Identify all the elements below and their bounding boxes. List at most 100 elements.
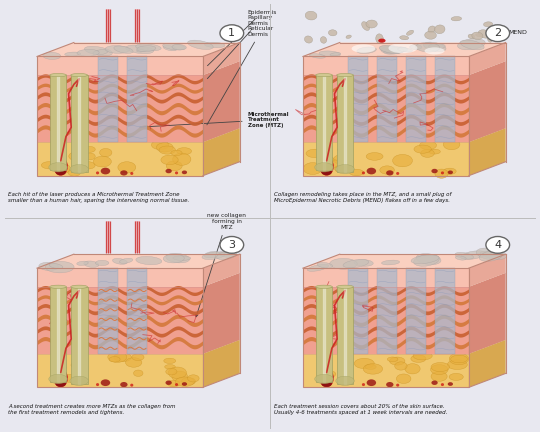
Polygon shape	[469, 254, 505, 287]
Polygon shape	[37, 61, 240, 75]
Polygon shape	[71, 75, 87, 172]
Polygon shape	[37, 268, 203, 287]
Ellipse shape	[323, 371, 336, 378]
Ellipse shape	[71, 73, 87, 77]
Polygon shape	[50, 75, 66, 170]
Ellipse shape	[315, 285, 333, 289]
Ellipse shape	[309, 54, 326, 58]
Polygon shape	[203, 128, 240, 176]
Ellipse shape	[328, 30, 337, 36]
Ellipse shape	[114, 46, 133, 54]
Ellipse shape	[177, 148, 192, 155]
Circle shape	[220, 25, 244, 41]
Ellipse shape	[443, 139, 460, 150]
Ellipse shape	[329, 160, 341, 168]
Ellipse shape	[164, 358, 176, 363]
Ellipse shape	[378, 38, 386, 43]
Ellipse shape	[120, 170, 127, 175]
Ellipse shape	[165, 169, 172, 173]
Ellipse shape	[365, 364, 376, 369]
Polygon shape	[37, 42, 240, 57]
Ellipse shape	[315, 163, 333, 172]
Ellipse shape	[386, 170, 394, 175]
Ellipse shape	[396, 172, 399, 175]
Ellipse shape	[424, 48, 444, 54]
Ellipse shape	[396, 374, 411, 384]
Ellipse shape	[77, 261, 88, 265]
Ellipse shape	[49, 375, 68, 384]
Polygon shape	[469, 340, 505, 388]
Ellipse shape	[130, 384, 133, 387]
Ellipse shape	[114, 353, 131, 362]
Ellipse shape	[172, 371, 187, 382]
Ellipse shape	[70, 376, 89, 385]
Polygon shape	[303, 75, 469, 142]
Ellipse shape	[357, 47, 376, 54]
Ellipse shape	[187, 40, 213, 50]
Ellipse shape	[336, 285, 354, 289]
Ellipse shape	[491, 29, 500, 35]
Ellipse shape	[105, 45, 130, 53]
Ellipse shape	[379, 45, 403, 54]
Ellipse shape	[165, 365, 176, 369]
Ellipse shape	[82, 162, 95, 169]
Ellipse shape	[303, 162, 322, 175]
Polygon shape	[303, 287, 469, 354]
Ellipse shape	[428, 26, 435, 33]
Ellipse shape	[431, 362, 449, 372]
Text: Papillary
Dermis: Papillary Dermis	[207, 15, 273, 79]
Ellipse shape	[496, 26, 504, 36]
Polygon shape	[435, 57, 455, 142]
Ellipse shape	[96, 172, 99, 175]
Ellipse shape	[176, 377, 194, 386]
Ellipse shape	[84, 261, 99, 267]
Ellipse shape	[400, 36, 409, 40]
Polygon shape	[37, 75, 203, 142]
Ellipse shape	[483, 251, 507, 260]
Ellipse shape	[56, 365, 66, 370]
Polygon shape	[303, 354, 469, 388]
Ellipse shape	[455, 256, 466, 260]
Ellipse shape	[380, 46, 401, 54]
Ellipse shape	[395, 362, 407, 370]
Ellipse shape	[63, 375, 77, 382]
Text: new collagen
forming in
MTZ: new collagen forming in MTZ	[195, 213, 246, 317]
Polygon shape	[37, 287, 203, 354]
Polygon shape	[406, 57, 426, 142]
Ellipse shape	[119, 258, 133, 264]
Polygon shape	[469, 128, 505, 176]
Polygon shape	[203, 340, 240, 388]
Ellipse shape	[430, 365, 448, 375]
Text: 3: 3	[228, 240, 235, 250]
Ellipse shape	[163, 43, 185, 50]
Text: 4: 4	[494, 240, 501, 250]
Polygon shape	[203, 61, 240, 142]
Ellipse shape	[71, 285, 87, 289]
Ellipse shape	[338, 147, 347, 152]
Polygon shape	[315, 75, 333, 170]
Ellipse shape	[43, 52, 61, 60]
Ellipse shape	[163, 45, 177, 51]
Ellipse shape	[125, 358, 142, 367]
Ellipse shape	[53, 369, 68, 388]
Ellipse shape	[411, 255, 439, 264]
Ellipse shape	[322, 156, 334, 163]
Ellipse shape	[420, 141, 436, 149]
Ellipse shape	[321, 169, 332, 175]
Ellipse shape	[381, 260, 400, 265]
Polygon shape	[303, 61, 505, 75]
Polygon shape	[98, 57, 118, 142]
Polygon shape	[303, 254, 505, 268]
Ellipse shape	[65, 52, 81, 56]
Ellipse shape	[126, 45, 154, 54]
Ellipse shape	[171, 150, 182, 156]
Ellipse shape	[407, 30, 414, 35]
Ellipse shape	[136, 44, 161, 51]
Ellipse shape	[217, 251, 237, 260]
Ellipse shape	[451, 355, 468, 363]
Ellipse shape	[343, 260, 369, 268]
Ellipse shape	[449, 373, 463, 381]
Ellipse shape	[166, 253, 190, 263]
Polygon shape	[203, 42, 240, 75]
Ellipse shape	[472, 32, 483, 39]
